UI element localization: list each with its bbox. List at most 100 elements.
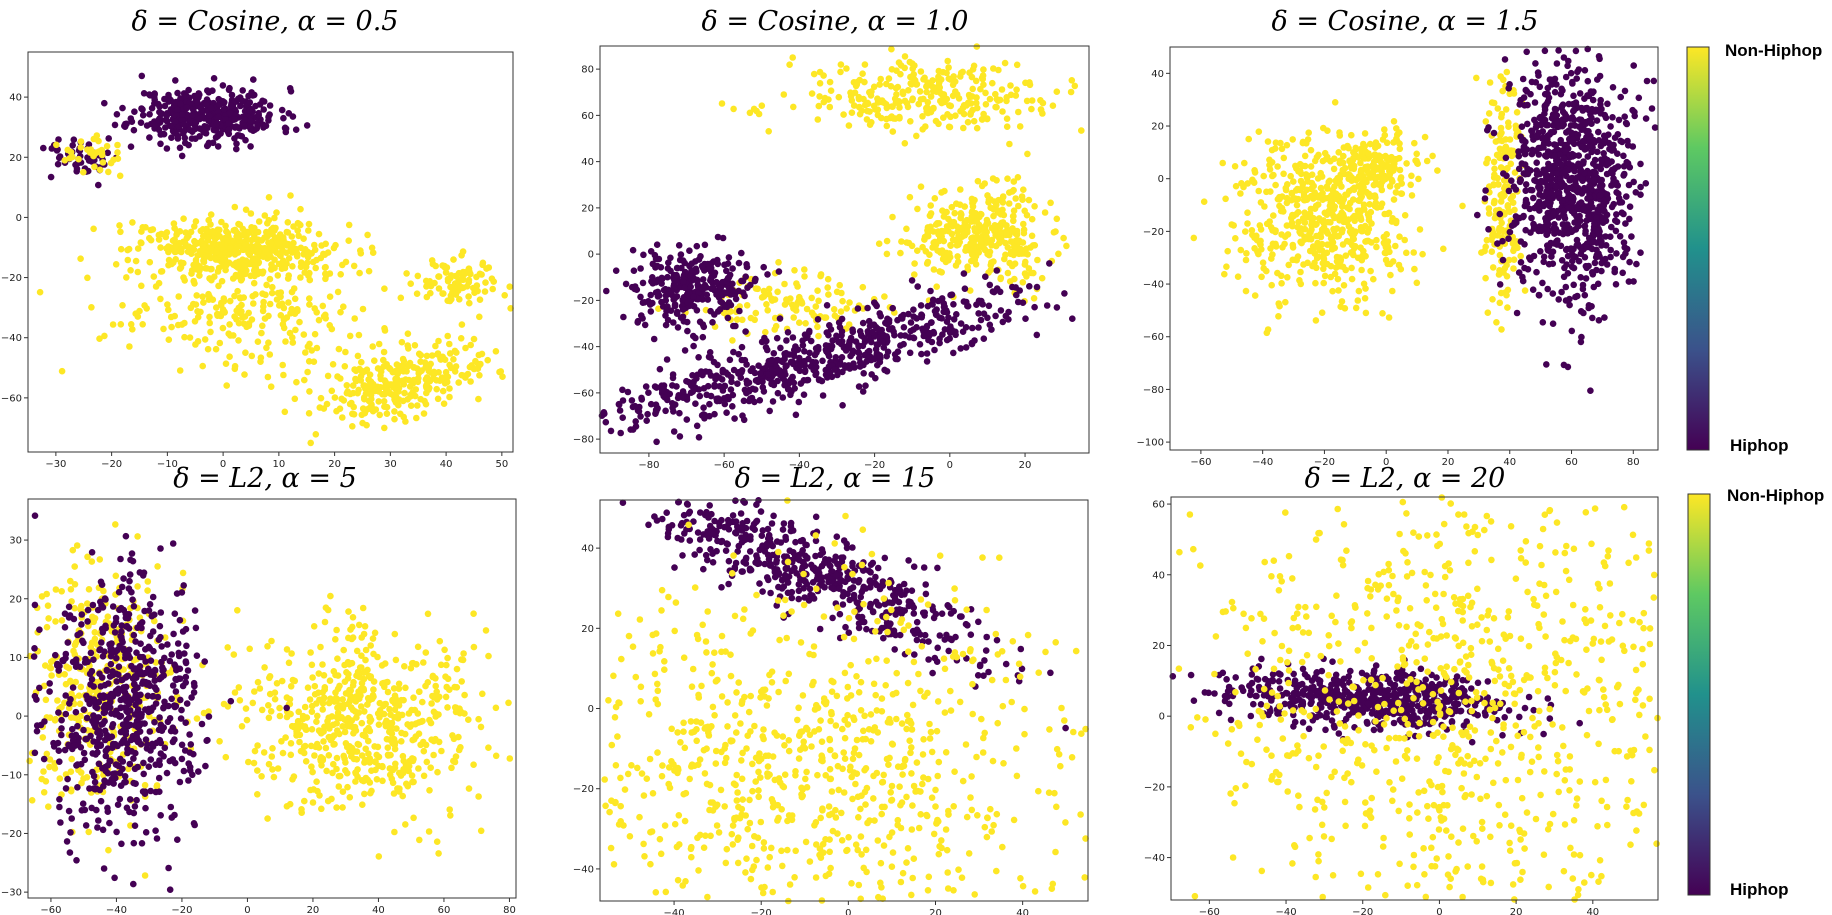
scatter-point (489, 285, 497, 293)
scatter-point (381, 327, 389, 334)
scatter-point (1304, 259, 1311, 267)
scatter-point (1553, 60, 1561, 67)
scatter-point (816, 93, 823, 100)
scatter-point (1389, 258, 1397, 265)
scatter-point (954, 253, 961, 260)
scatter-point (1490, 181, 1497, 188)
scatter-point (971, 337, 978, 344)
scatter-point (1413, 279, 1421, 287)
scatter-point (701, 281, 709, 289)
scatter-point (55, 136, 62, 143)
scatter-point (980, 335, 988, 343)
scatter-point (899, 90, 907, 98)
scatter-point (1622, 220, 1629, 227)
scatter-point (204, 345, 212, 353)
scatter-point (1486, 79, 1494, 86)
scatter-point (274, 289, 282, 297)
scatter-point (1383, 231, 1390, 238)
scatter-point (1484, 155, 1491, 163)
scatter-point (1593, 214, 1600, 221)
scatter-point (790, 379, 798, 387)
scatter-point (900, 324, 908, 331)
scatter-point (229, 275, 237, 282)
scatter-point (854, 78, 861, 86)
scatter-point (793, 280, 800, 287)
scatter-point (476, 372, 483, 379)
scatter-point (709, 319, 716, 326)
scatter-point (1401, 212, 1409, 219)
scatter-point (1386, 183, 1394, 190)
scatter-point (1396, 233, 1403, 240)
scatter-point (242, 136, 249, 144)
scatter-point (700, 323, 708, 331)
scatter-point (1242, 287, 1250, 295)
scatter-point (501, 292, 509, 299)
scatter-point (1369, 192, 1376, 200)
scatter-point (929, 77, 936, 84)
scatter-point (265, 312, 272, 320)
x-tick-label: −60 (714, 460, 735, 471)
scatter-point (850, 102, 858, 109)
scatter-point (322, 240, 330, 248)
scatter-point (1588, 245, 1596, 253)
scatter-point (1533, 120, 1540, 128)
y-tick-label: −40 (573, 342, 594, 353)
scatter-point (287, 88, 295, 95)
scatter-point (1505, 235, 1512, 242)
scatter-point (1440, 245, 1447, 253)
scatter-point (443, 264, 451, 271)
scatter-point (342, 258, 350, 266)
scatter-point (1558, 161, 1565, 168)
scatter-point (836, 281, 843, 289)
scatter-point (160, 325, 167, 333)
scatter-point (291, 395, 299, 403)
scatter-point (216, 226, 223, 234)
scatter-point (354, 352, 362, 360)
scatter-point (403, 270, 410, 277)
scatter-point (134, 268, 142, 276)
scatter-point (225, 251, 233, 258)
scatter-point (206, 313, 213, 321)
scatter-point (1623, 158, 1630, 166)
scatter-point (359, 305, 367, 313)
scatter-point (262, 248, 270, 256)
scatter-point (832, 354, 840, 361)
scatter-point (236, 132, 243, 139)
scatter-point (1002, 312, 1010, 320)
scatter-point (1365, 150, 1372, 157)
scatter-point (1576, 90, 1584, 97)
scatter-point (70, 136, 78, 143)
scatter-point (768, 297, 776, 304)
scatter-point (664, 396, 671, 404)
scatter-point (343, 382, 351, 389)
scatter-point (1530, 194, 1537, 202)
scatter-point (888, 113, 895, 120)
scatter-point (155, 116, 162, 124)
scatter-point (780, 91, 788, 98)
scatter-point (300, 331, 308, 338)
scatter-point (849, 326, 856, 334)
scatter-point (1333, 190, 1340, 198)
scatter-point (897, 332, 905, 339)
x-tick-label: 10 (272, 459, 285, 470)
scatter-point (620, 313, 627, 321)
scatter-point (975, 249, 983, 256)
scatter-point (1190, 234, 1198, 242)
scatter-point (397, 294, 405, 302)
scatter-point (1342, 252, 1350, 259)
scatter-point (1222, 195, 1229, 203)
scatter-point (1513, 309, 1521, 317)
scatter-point (1531, 177, 1538, 184)
scatter-point (357, 250, 365, 257)
scatter-point (663, 356, 671, 363)
scatter-point (769, 398, 777, 405)
scatter-point (1267, 188, 1274, 195)
scatter-point (1521, 150, 1529, 158)
scatter-point (961, 285, 969, 293)
scatter-point (768, 380, 775, 388)
scatter-point (866, 89, 873, 96)
scatter-point (859, 70, 866, 77)
scatter-point (204, 252, 211, 260)
scatter-point (794, 346, 802, 354)
